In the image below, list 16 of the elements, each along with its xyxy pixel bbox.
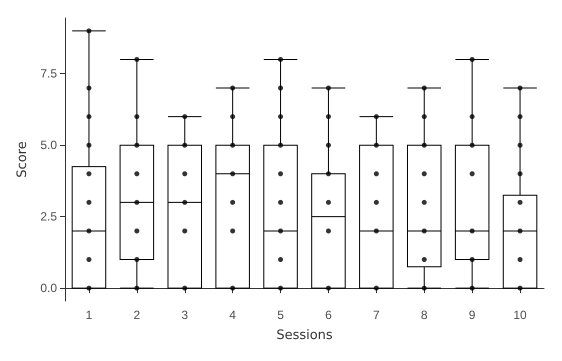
x-tick-label: 7 (373, 308, 380, 322)
x-tick-label: 10 (513, 308, 528, 322)
x-tick-label: 1 (86, 308, 93, 322)
x-tick-label: 4 (229, 308, 236, 322)
x-tick-label: 2 (134, 308, 141, 322)
x-tick-label: 9 (468, 308, 476, 322)
y-tick-label: 7.5 (40, 66, 58, 81)
x-tick-label: 8 (420, 308, 428, 322)
x-axis-title: Sessions (276, 328, 333, 343)
y-tick-label: 5.0 (40, 138, 58, 152)
y-tick-label: 2.5 (40, 210, 58, 224)
x-tick-label: 6 (325, 308, 332, 322)
x-tick-label: 5 (277, 308, 284, 322)
y-axis-title: Score (15, 141, 30, 178)
x-tick-label: 3 (181, 308, 188, 322)
y-tick-label: 0.0 (40, 281, 58, 296)
